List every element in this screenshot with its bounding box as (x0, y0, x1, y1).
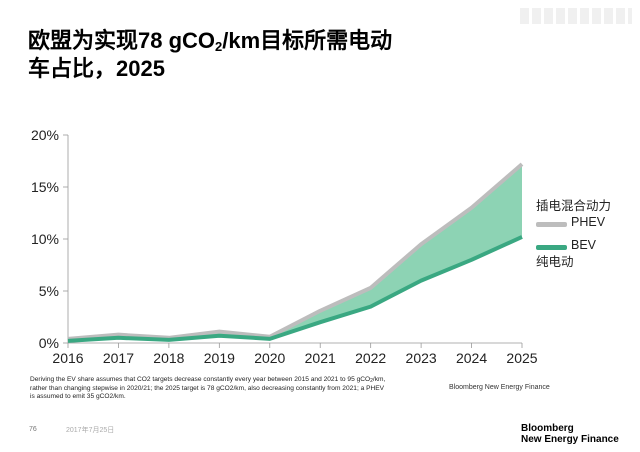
chart-title: 欧盟为实现78 gCO2/km目标所需电动 车占比，2025 (28, 27, 468, 83)
footnote-sub: 2 (370, 378, 373, 384)
x-tick-label: 2019 (204, 350, 235, 366)
legend-bev-en: BEV (571, 238, 597, 252)
logo-line2: New Energy Finance (521, 434, 619, 445)
legend-phev-swatch (536, 222, 567, 227)
phev-area (68, 164, 522, 341)
date-label: 2017年7月25日 (66, 427, 115, 434)
y-tick-label: 10% (31, 231, 59, 247)
title-sub: 2 (215, 39, 223, 54)
footnote-line1-b: /km, (372, 376, 386, 383)
title-line1-b: /km目标所需电动 (222, 28, 393, 53)
x-tick-label: 2024 (456, 350, 487, 366)
y-tick-label: 5% (39, 283, 59, 299)
x-tick-label: 2023 (406, 350, 437, 366)
y-tick-label: 15% (31, 179, 59, 195)
legend-phev-en: PHEV (571, 215, 606, 229)
footnote-line1-a: Deriving the EV share assumes that CO2 t… (30, 376, 371, 383)
footnote-line3: is assumed to emit 35 gCO2/km. (30, 393, 126, 401)
x-tick-label: 2020 (254, 350, 285, 366)
x-tick-label: 2016 (52, 350, 83, 366)
footnote-line2: rather than changing stepwise in 2020/21… (30, 384, 385, 392)
bnef-logo: Bloomberg New Energy Finance (521, 423, 619, 445)
series-areas (67, 162, 524, 343)
x-tick-label: 2022 (355, 350, 386, 366)
title-line2: 车占比，2025 (28, 56, 165, 81)
source-label: Bloomberg New Energy Finance (449, 384, 550, 391)
bev-line (67, 235, 523, 343)
legend-bev-swatch (536, 245, 567, 250)
footnote: Deriving the EV share assumes that CO2 t… (30, 376, 440, 402)
x-ticks: 2016 2017 2018 2019 2020 2021 2022 2023 2024 2025 (52, 343, 538, 366)
y-ticks: 0% 5% 10% 15% 20% (31, 127, 68, 351)
legend-bev-cn: 纯电动 (536, 255, 574, 269)
logo-line1: Bloomberg (521, 423, 574, 434)
x-tick-label: 2021 (305, 350, 336, 366)
title-line1-a: 欧盟为实现78 gCO (28, 28, 216, 53)
x-tick-label: 2018 (153, 350, 184, 366)
watermark (520, 8, 632, 24)
y-tick-label: 20% (31, 127, 59, 143)
y-tick-label: 0% (39, 335, 59, 351)
x-tick-label: 2025 (506, 350, 537, 366)
legend-phev-cn: 插电混合动力 (536, 199, 612, 213)
phev-line (67, 162, 524, 341)
x-tick-label: 2017 (103, 350, 134, 366)
page-number: 76 (29, 426, 37, 433)
